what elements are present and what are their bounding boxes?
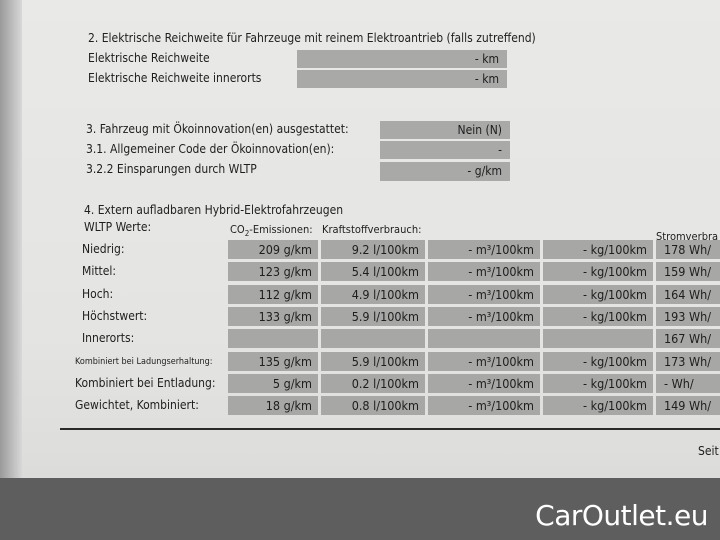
eco-innovation-value: Nein (N) (380, 121, 510, 139)
cell-co2: 112 g/km (228, 284, 318, 304)
cell-gas: - m³/100km (428, 262, 540, 282)
section2-heading: 2. Elektrische Reichweite für Fahrzeuge … (88, 31, 536, 45)
cell-gas (428, 329, 540, 349)
eco-innovation-label: 3. Fahrzeug mit Ökoinnovation(en) ausges… (86, 122, 349, 136)
cell-fuel: 5.9 l/100km (321, 306, 425, 326)
cell-kg: - kg/100km (543, 262, 653, 282)
power-header: Stromverbra (656, 230, 719, 243)
cell-power: 193 Wh/ (656, 306, 720, 326)
cell-co2: 5 g/km (228, 373, 318, 393)
section4-heading: 4. Extern aufladbaren Hybrid-Elektrofahr… (84, 203, 344, 217)
cell-co2: 135 g/km (228, 351, 318, 371)
cell-power: - Wh/ (656, 373, 720, 393)
cell-power: 178 Wh/ (656, 240, 720, 259)
cell-gas: - m³/100km (428, 240, 540, 259)
cell-power: 164 Wh/ (656, 284, 720, 304)
document-page: 2. Elektrische Reichweite für Fahrzeuge … (0, 0, 720, 478)
cell-fuel: 0.8 l/100km (321, 396, 425, 416)
cell-co2 (228, 329, 318, 349)
cell-gas: - m³/100km (428, 373, 540, 393)
cell-gas: - m³/100km (428, 306, 540, 326)
cell-fuel: 4.9 l/100km (321, 284, 425, 304)
eco-code-label: 3.1. Allgemeiner Code der Ökoinnovation(… (86, 142, 335, 156)
wltp-label: WLTP Werte: (84, 220, 152, 234)
cell-kg: - kg/100km (543, 240, 653, 259)
cell-kg: - kg/100km (543, 284, 653, 304)
cell-power: 159 Wh/ (656, 262, 720, 282)
row-label: Innerorts: (82, 331, 135, 346)
cell-fuel (321, 329, 425, 349)
cell-gas: - m³/100km (428, 396, 540, 416)
range-label: Elektrische Reichweite (88, 51, 210, 65)
watermark-logo: CarOutlet.eu (535, 499, 708, 532)
row-label: Mittel: (82, 264, 117, 279)
divider (60, 428, 720, 430)
cell-kg: - kg/100km (543, 306, 653, 326)
row-label: Niedrig: (82, 242, 125, 256)
cell-kg (543, 329, 653, 349)
cell-power: 173 Wh/ (656, 351, 720, 371)
cell-gas: - m³/100km (428, 284, 540, 304)
cell-kg: - kg/100km (543, 351, 653, 371)
eco-code-value: - (380, 141, 510, 159)
range-city-label: Elektrische Reichweite innerorts (88, 71, 262, 85)
page-footer: Seit (698, 444, 719, 458)
wltp-savings-label: 3.2.2 Einsparungen durch WLTP (86, 162, 257, 176)
cell-fuel: 5.4 l/100km (321, 262, 425, 282)
cell-gas: - m³/100km (428, 351, 540, 371)
row-label: Kombiniert bei Ladungserhaltung: (75, 356, 213, 367)
row-label: Hoch: (82, 286, 114, 301)
page-edge (0, 0, 22, 478)
range-city-value: - km (297, 70, 507, 88)
cell-kg: - kg/100km (543, 396, 653, 416)
row-label: Höchstwert: (82, 308, 148, 323)
cell-kg: - kg/100km (543, 373, 653, 393)
cell-co2: 18 g/km (228, 396, 318, 416)
fuel-header: Kraftstoffverbrauch: (322, 223, 422, 236)
cell-co2: 209 g/km (228, 240, 318, 259)
wltp-savings-value: - g/km (380, 162, 510, 181)
cell-fuel: 5.9 l/100km (321, 351, 425, 371)
cell-co2: 123 g/km (228, 262, 318, 282)
cell-fuel: 0.2 l/100km (321, 373, 425, 393)
cell-power: 149 Wh/ (656, 396, 720, 416)
row-label: Kombiniert bei Entladung: (75, 375, 216, 390)
cell-co2: 133 g/km (228, 306, 318, 326)
cell-power: 167 Wh/ (656, 329, 720, 349)
cell-fuel: 9.2 l/100km (321, 240, 425, 259)
range-value: - km (297, 50, 507, 68)
co2-header: CO2-Emissionen: (230, 223, 313, 239)
row-label: Gewichtet, Kombiniert: (75, 398, 199, 413)
